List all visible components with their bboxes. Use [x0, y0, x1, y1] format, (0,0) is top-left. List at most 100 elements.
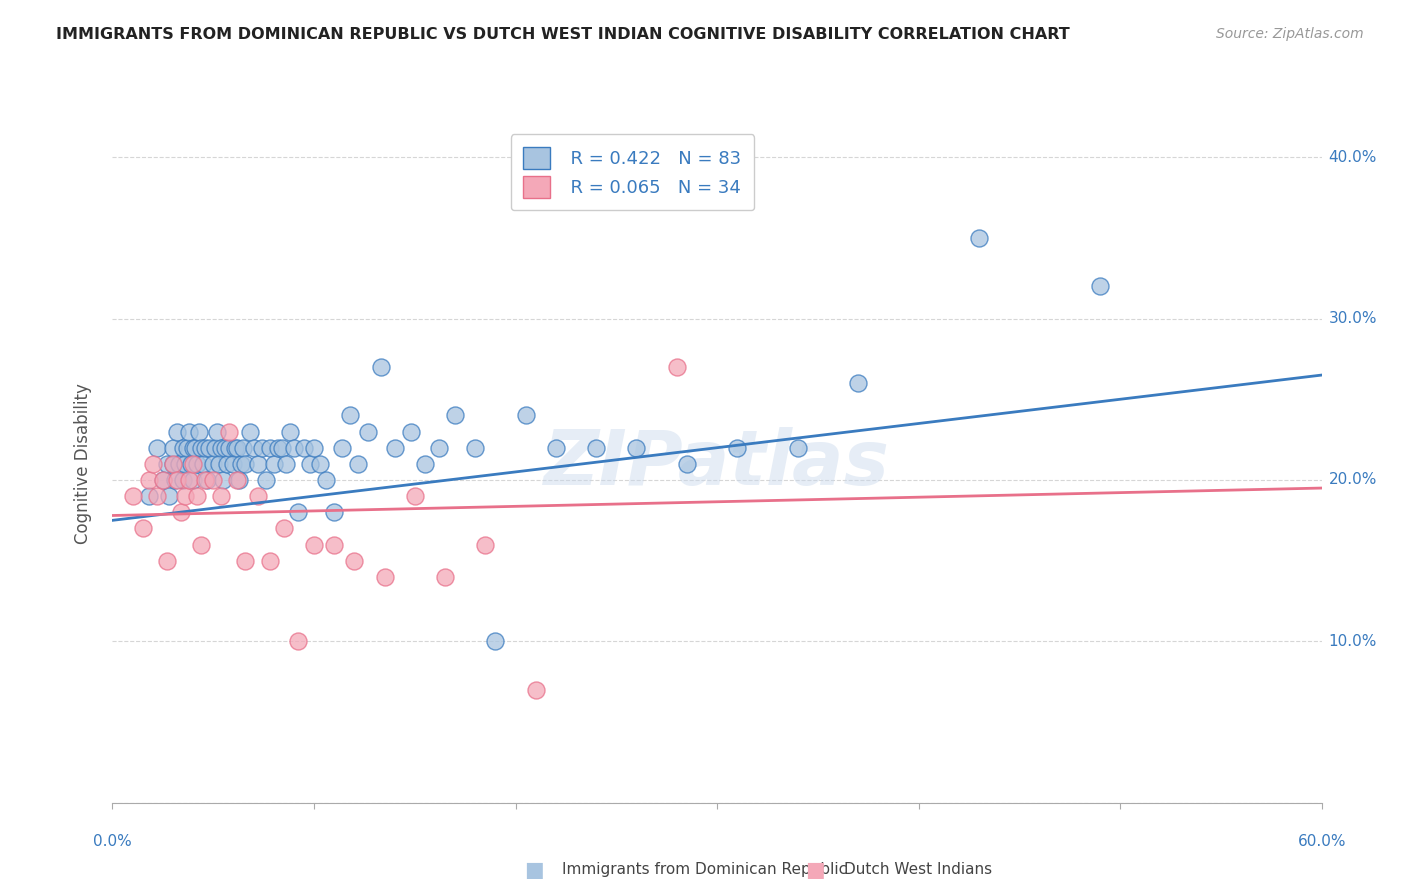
- Point: [725, 441, 748, 455]
- Point: [170, 505, 193, 519]
- Point: [132, 521, 155, 535]
- Point: [198, 441, 221, 455]
- Point: [370, 359, 392, 374]
- Point: [427, 441, 450, 455]
- Y-axis label: Cognitive Disability: Cognitive Disability: [73, 384, 91, 544]
- Text: 30.0%: 30.0%: [1329, 311, 1376, 326]
- Point: [484, 634, 506, 648]
- Point: [283, 441, 305, 455]
- Point: [176, 441, 198, 455]
- Point: [226, 473, 249, 487]
- Point: [259, 554, 281, 568]
- Text: Source: ZipAtlas.com: Source: ZipAtlas.com: [1216, 27, 1364, 41]
- Point: [217, 457, 239, 471]
- Point: [212, 473, 235, 487]
- Point: [287, 505, 309, 519]
- Point: [413, 457, 436, 471]
- Point: [194, 473, 217, 487]
- Point: [208, 457, 231, 471]
- Point: [162, 441, 184, 455]
- Point: [138, 473, 160, 487]
- Point: [585, 441, 607, 455]
- Point: [156, 554, 179, 568]
- Point: [302, 441, 325, 455]
- Point: [186, 457, 208, 471]
- Point: [142, 457, 165, 471]
- Point: [464, 441, 486, 455]
- Point: [180, 457, 202, 471]
- Point: [156, 457, 179, 471]
- Point: [302, 537, 325, 551]
- Point: [399, 425, 422, 439]
- Text: 10.0%: 10.0%: [1329, 634, 1376, 648]
- Point: [544, 441, 567, 455]
- Point: [1088, 279, 1111, 293]
- Point: [374, 570, 396, 584]
- Point: [121, 489, 143, 503]
- Point: [218, 441, 240, 455]
- Point: [222, 457, 245, 471]
- Point: [278, 425, 301, 439]
- Text: 60.0%: 60.0%: [1298, 834, 1346, 849]
- Point: [166, 425, 188, 439]
- Point: [181, 441, 204, 455]
- Point: [967, 231, 990, 245]
- Point: [254, 473, 277, 487]
- Point: [404, 489, 426, 503]
- Point: [218, 425, 240, 439]
- Point: [138, 489, 160, 503]
- Point: [166, 473, 188, 487]
- Point: [181, 473, 204, 487]
- Point: [188, 425, 211, 439]
- Text: 20.0%: 20.0%: [1329, 473, 1376, 488]
- Point: [274, 457, 297, 471]
- Point: [186, 489, 208, 503]
- Point: [474, 537, 496, 551]
- Point: [232, 441, 254, 455]
- Point: [174, 489, 197, 503]
- Point: [204, 441, 226, 455]
- Point: [209, 441, 232, 455]
- Text: ■: ■: [806, 860, 825, 880]
- Point: [242, 441, 264, 455]
- Point: [298, 457, 321, 471]
- Point: [270, 441, 292, 455]
- Point: [444, 409, 467, 423]
- Point: [184, 441, 207, 455]
- Point: [357, 425, 380, 439]
- Point: [181, 457, 204, 471]
- Point: [177, 425, 200, 439]
- Point: [246, 457, 269, 471]
- Point: [292, 441, 315, 455]
- Point: [384, 441, 406, 455]
- Point: [235, 554, 257, 568]
- Point: [675, 457, 697, 471]
- Point: [235, 457, 257, 471]
- Text: Immigrants from Dominican Republic: Immigrants from Dominican Republic: [562, 863, 848, 877]
- Text: 0.0%: 0.0%: [93, 834, 132, 849]
- Point: [231, 457, 253, 471]
- Point: [309, 457, 332, 471]
- Text: ■: ■: [524, 860, 544, 880]
- Point: [190, 537, 212, 551]
- Point: [524, 682, 547, 697]
- Point: [339, 409, 361, 423]
- Point: [195, 473, 218, 487]
- Point: [152, 473, 174, 487]
- Point: [515, 409, 537, 423]
- Point: [433, 570, 456, 584]
- Point: [174, 457, 197, 471]
- Point: [172, 441, 194, 455]
- Point: [157, 489, 180, 503]
- Point: [226, 441, 249, 455]
- Point: [162, 457, 184, 471]
- Point: [209, 489, 232, 503]
- Point: [207, 425, 229, 439]
- Point: [626, 441, 648, 455]
- Text: ZIPatlas: ZIPatlas: [544, 427, 890, 500]
- Point: [224, 441, 246, 455]
- Point: [347, 457, 370, 471]
- Point: [259, 441, 281, 455]
- Point: [191, 457, 214, 471]
- Point: [146, 489, 169, 503]
